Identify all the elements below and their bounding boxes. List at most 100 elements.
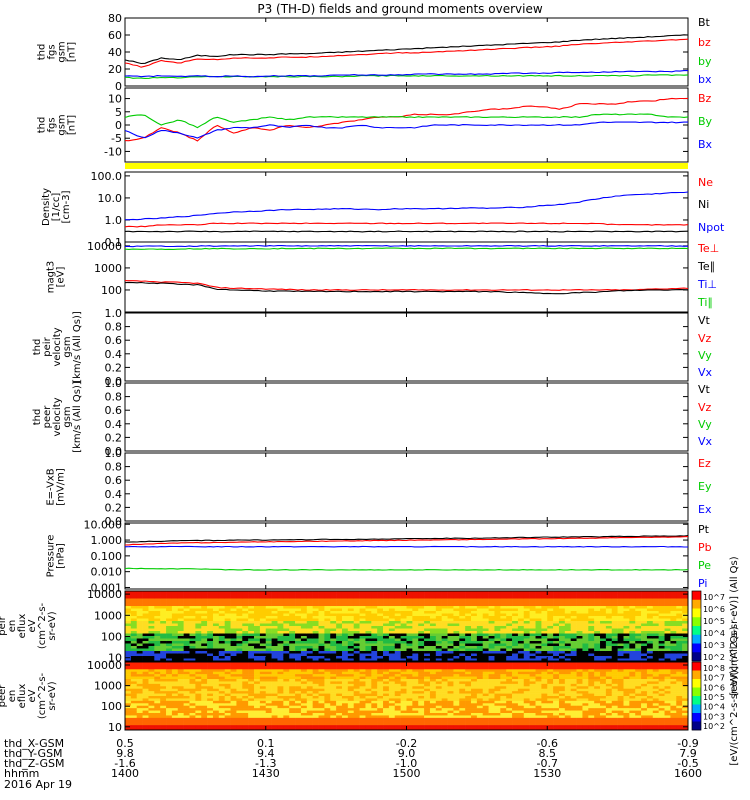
heatmap-cell — [459, 705, 466, 709]
heatmap-cell — [265, 703, 272, 707]
heatmap-cell — [400, 662, 407, 665]
heatmap-cell — [318, 700, 325, 704]
heatmap-cell — [377, 722, 384, 726]
heatmap-cell — [130, 601, 138, 604]
heatmap-cell — [312, 698, 319, 702]
heatmap-cell — [365, 693, 372, 697]
heatmap-cell — [553, 646, 560, 649]
heatmap-cell — [506, 628, 513, 632]
heatmap-cell — [582, 618, 589, 622]
heatmap-cell — [371, 696, 378, 699]
heatmap-cell — [476, 623, 484, 627]
heatmap-cell — [130, 593, 138, 597]
heatmap-cell — [218, 611, 225, 614]
heatmap-cell — [629, 596, 636, 599]
heatmap-cell — [623, 611, 630, 614]
heatmap-cell — [383, 671, 390, 675]
heatmap-cell — [336, 613, 343, 617]
heatmap-cell — [494, 722, 501, 726]
heatmap-cell — [353, 613, 360, 617]
heatmap-cell — [212, 703, 220, 707]
heatmap-cell — [523, 658, 530, 662]
heatmap-cell — [207, 656, 214, 659]
heatmap-cell — [664, 656, 671, 659]
heatmap-cell — [476, 679, 484, 682]
heatmap-cell — [582, 633, 589, 637]
heatmap-cell — [523, 681, 530, 685]
heatmap-cell — [201, 710, 208, 714]
heatmap-cell — [341, 686, 349, 690]
heatmap-cell — [347, 596, 355, 599]
heatmap-cell — [230, 671, 237, 675]
heatmap-cell — [658, 638, 665, 642]
heatmap-cell — [594, 616, 601, 619]
heatmap-cell — [646, 623, 654, 627]
heatmap-cell — [154, 596, 161, 599]
heatmap-cell — [265, 727, 272, 731]
heatmap-cell — [535, 618, 542, 622]
heatmap-cell — [283, 656, 290, 659]
heatmap-cell — [471, 641, 478, 644]
heatmap-cell — [295, 656, 302, 659]
heatmap-cell — [136, 643, 143, 647]
heatmap-cell — [682, 628, 689, 632]
heatmap-cell — [271, 691, 278, 694]
heatmap-cell — [453, 603, 460, 607]
heatmap-cell — [388, 598, 396, 602]
heatmap-cell — [230, 722, 237, 726]
heatmap-cell — [183, 611, 190, 614]
heatmap-cell — [318, 633, 325, 637]
heatmap-cell — [517, 722, 525, 726]
heatmap-cell — [341, 626, 349, 629]
heatmap-cell — [212, 636, 220, 639]
heatmap-cell — [295, 715, 302, 719]
heatmap-cell — [388, 613, 396, 617]
heatmap-cell — [582, 596, 589, 599]
heatmap-cell — [377, 641, 384, 644]
heatmap-cell — [471, 708, 478, 711]
heatmap-cell — [359, 691, 366, 694]
heatmap-cell — [394, 656, 401, 659]
heatmap-cell — [488, 628, 495, 632]
heatmap-cell — [506, 603, 513, 607]
heatmap-cell — [154, 676, 161, 680]
heatmap-cell — [318, 606, 325, 609]
heatmap-cell — [212, 656, 220, 659]
heatmap-cell — [517, 643, 525, 647]
heatmap-cell — [365, 611, 372, 614]
heatmap-cell — [535, 593, 542, 597]
heatmap-cell — [459, 720, 466, 724]
heatmap-cell — [201, 658, 208, 662]
heatmap-cell — [136, 628, 143, 632]
heatmap-cell — [600, 658, 607, 662]
heatmap-cell — [471, 618, 478, 622]
heatmap-cell — [312, 696, 319, 699]
heatmap-cell — [383, 696, 390, 699]
heatmap-cell — [248, 676, 255, 680]
heatmap-cell — [488, 621, 495, 624]
heatmap-cell — [265, 618, 272, 622]
heatmap-cell — [347, 666, 355, 670]
heatmap-cell — [277, 646, 284, 649]
heatmap-cell — [377, 616, 384, 619]
heatmap-cell — [588, 608, 595, 612]
heatmap-cell — [148, 646, 155, 649]
heatmap-cell — [212, 708, 220, 711]
heatmap-cell — [166, 601, 173, 604]
heatmap-cell — [412, 636, 419, 639]
heatmap-cell — [506, 658, 513, 662]
legend-entry: Vx — [698, 366, 713, 379]
heatmap-cell — [212, 693, 220, 697]
heatmap-cell — [318, 686, 325, 690]
heatmap-cell — [517, 631, 525, 634]
heatmap-cell — [547, 646, 554, 649]
heatmap-cell — [400, 653, 407, 657]
heatmap-cell — [506, 725, 513, 728]
legend-entry: Pt — [698, 523, 710, 536]
heatmap-cell — [195, 717, 202, 721]
heatmap-cell — [664, 611, 671, 614]
heatmap-cell — [207, 593, 214, 597]
heatmap-cell — [148, 698, 155, 702]
heatmap-cell — [318, 638, 325, 642]
heatmap-cell — [605, 653, 613, 657]
